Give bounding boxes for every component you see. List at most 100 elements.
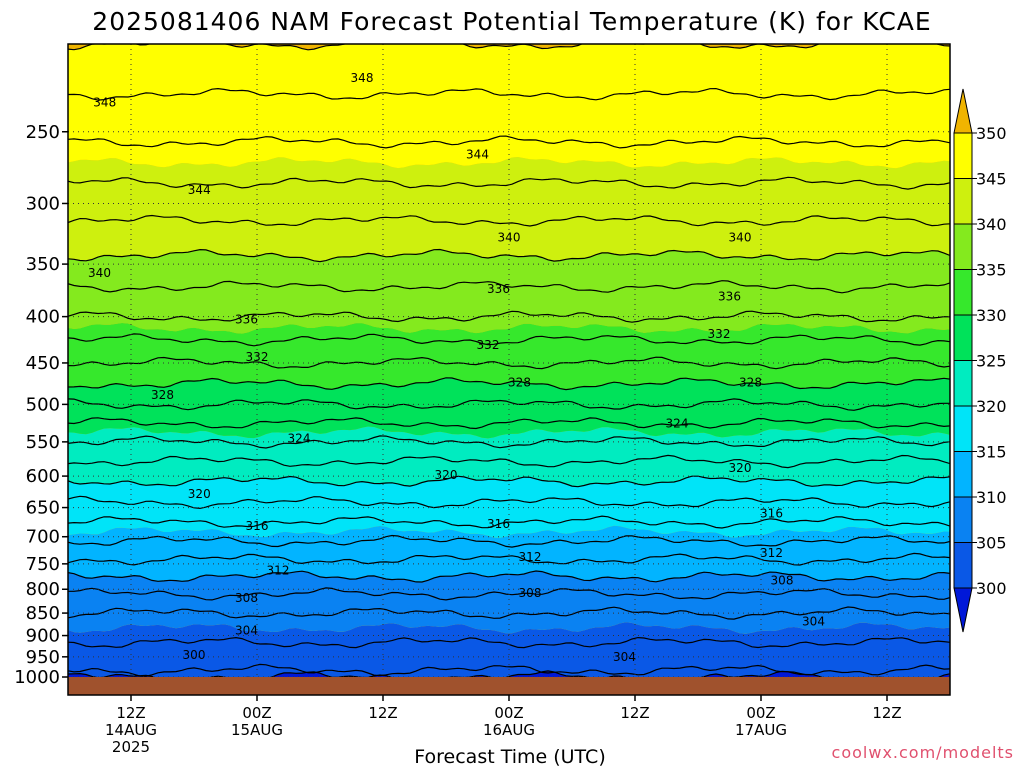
colorbar-label: 325 [976,352,1007,371]
colorbar-label: 310 [976,488,1007,507]
isentrope-326 [68,417,950,430]
colorbar-extend-low [953,587,973,633]
contour-label: 328 [739,376,762,390]
y-tick-label: 700 [26,527,60,548]
contour-label: 340 [729,230,752,244]
band-325 [68,377,950,439]
contour-label: 320 [188,487,211,501]
contour-label: 348 [351,71,374,85]
isentrope-306 [68,606,950,620]
contour-label: 332 [477,338,500,352]
y-tick-label: 550 [26,432,60,453]
band-345 [68,44,950,169]
isentrope-314 [68,534,950,548]
contour-label: 340 [88,266,111,280]
y-tick-label: 950 [26,647,60,668]
band-305 [68,571,950,634]
isentrope-320 [68,475,950,488]
x-tick-label: 00Z [242,704,271,722]
contour-label: 320 [729,461,752,475]
contour-label: 336 [487,282,510,296]
contour-label: 336 [718,289,741,303]
colorbar-label: 320 [976,397,1007,416]
isentrope-322 [68,454,950,469]
x-tick-label: 12Z [872,704,901,722]
contour-label: 312 [760,546,783,560]
x-tick-label: 14AUG [105,721,157,739]
y-tick-label: 600 [26,466,60,487]
isentrope-330 [68,377,950,391]
ground-surface [68,677,950,695]
x-tick-label: 00Z [494,704,523,722]
y-tick-label: 1000 [14,667,60,688]
contour-label: 312 [267,564,290,578]
isentrope-350 [68,44,950,51]
isentrope-342 [68,214,950,227]
colorbar-band-305 [953,496,973,543]
contour-label: 312 [519,550,542,564]
contour-label: 300 [183,648,206,662]
contour-label: 328 [508,376,531,390]
isentrope-338 [68,280,950,294]
isentrope-340 [68,248,950,263]
contour-label: 332 [708,327,731,341]
x-tick-label: 15AUG [231,721,283,739]
isentrope-334 [68,333,950,347]
contour-label: 304 [235,623,258,637]
y-tick-label: 350 [26,254,60,275]
contour-label: 308 [235,591,258,605]
grid-lines [68,44,950,678]
contour-labels: 348 348 344 344 340 340 340 336 336 336 332 332 332 3… [88,71,825,664]
isentrope-302 [68,663,950,677]
contour-fill-bands [68,44,950,695]
colorbar-band-320 [953,360,973,407]
colorbar-band-335 [953,223,973,270]
colorbar-band-310 [953,451,973,498]
x-tick-label: 12Z [116,704,145,722]
y-tick-label: 850 [26,603,60,624]
contour-label: 340 [498,230,521,244]
colorbar-extend-high [953,88,973,134]
y-axis: 2503003504004505005506006507007508008509… [14,122,68,688]
isentrope-316 [68,515,950,529]
y-tick-label: 450 [26,353,60,374]
colorbar-label: 345 [976,170,1007,189]
y-tick-label: 800 [26,579,60,600]
y-tick-label: 500 [26,394,60,415]
x-tick-label: 12Z [620,704,649,722]
band-310 [68,525,950,582]
colorbar-band-315 [953,405,973,452]
contour-label: 332 [246,350,269,364]
source-credit: coolwx.com/modelts [832,743,1014,762]
band-320 [68,426,950,487]
colorbar-label: 305 [976,534,1007,553]
x-tick-label: 16AUG [483,721,535,739]
colorbar-band-345 [953,132,973,179]
contour-label: 316 [246,519,269,533]
contour-label: 324 [288,431,311,445]
contour-label: 304 [802,614,825,628]
contour-label: 304 [613,650,636,664]
colorbar-band-325 [953,314,973,361]
x-tick-label: 17AUG [735,721,787,739]
colorbar-label: 300 [976,579,1007,598]
colorbar-label: 340 [976,215,1007,234]
x-axis-title: Forecast Time (UTC) [414,746,605,768]
isentrope-346 [68,135,950,149]
colorbar-label: 335 [976,261,1007,280]
contour-label: 348 [93,95,116,109]
x-tick-label: 2025 [112,738,150,756]
y-tick-label: 250 [26,122,60,143]
band-335 [68,249,950,334]
y-tick-label: 650 [26,498,60,519]
contour-label: 316 [487,517,510,531]
isentrope-324 [68,435,950,449]
colorbar-label: 315 [976,443,1007,462]
contour-label: 324 [666,417,689,431]
y-tick-label: 750 [26,554,60,575]
band-315 [68,476,950,538]
contour-lines [68,44,950,684]
isentrope-328 [68,398,950,411]
contour-label: 344 [188,183,211,197]
chart-title: 2025081406 NAM Forecast Potential Temper… [92,7,931,36]
